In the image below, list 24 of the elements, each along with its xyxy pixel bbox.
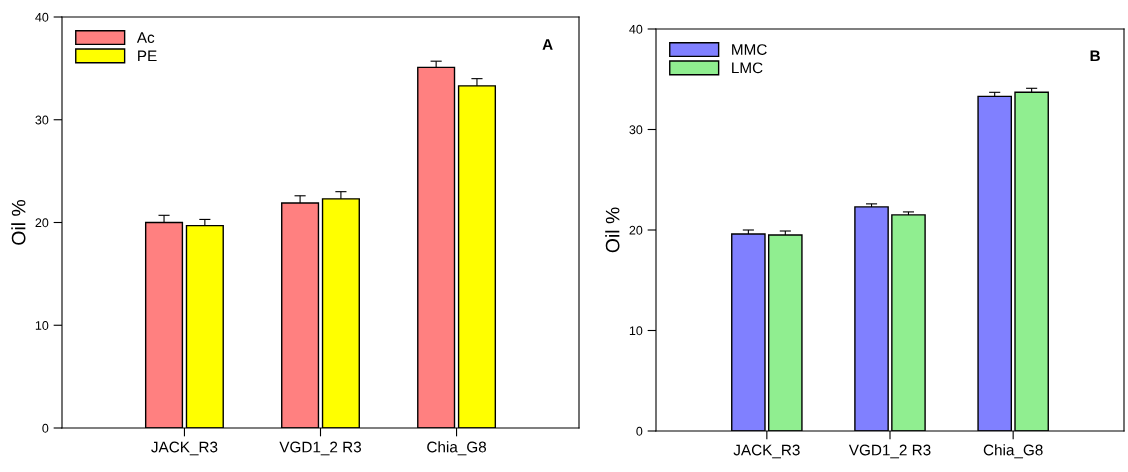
y-tick-label: 30	[629, 125, 643, 135]
annotation: A	[542, 39, 553, 50]
y-tick-label: 40	[629, 24, 643, 34]
legend-label: LMC	[732, 62, 763, 74]
y-tick-label: 40	[35, 12, 49, 22]
y-tick-label: 10	[629, 326, 643, 336]
x-tick-label: VGD1_2 R3	[279, 441, 362, 456]
y-tick-label: 20	[35, 218, 49, 228]
y-tick-label: 30	[35, 115, 49, 125]
y-axis-title: Oil %	[605, 207, 620, 253]
x-tick-label: VGD1_2 R3	[848, 444, 931, 459]
y-axis-title: Oil %	[11, 199, 26, 245]
legend-label: PE	[138, 50, 157, 62]
y-tick-label: 0	[42, 423, 49, 433]
legend-label: MMC	[732, 44, 767, 55]
x-tick-label: Chia_G8	[427, 441, 487, 456]
legend-label: Ac	[136, 32, 155, 43]
x-tick-label: JACK_R3	[151, 441, 218, 456]
y-tick-label: 0	[636, 426, 643, 436]
x-tick-label: JACK_R3	[733, 444, 800, 459]
annotation: B	[1090, 50, 1100, 62]
y-tick-label: 10	[35, 321, 49, 330]
x-tick-label: Chia_G8	[983, 444, 1043, 459]
y-tick-label: 20	[629, 225, 643, 235]
